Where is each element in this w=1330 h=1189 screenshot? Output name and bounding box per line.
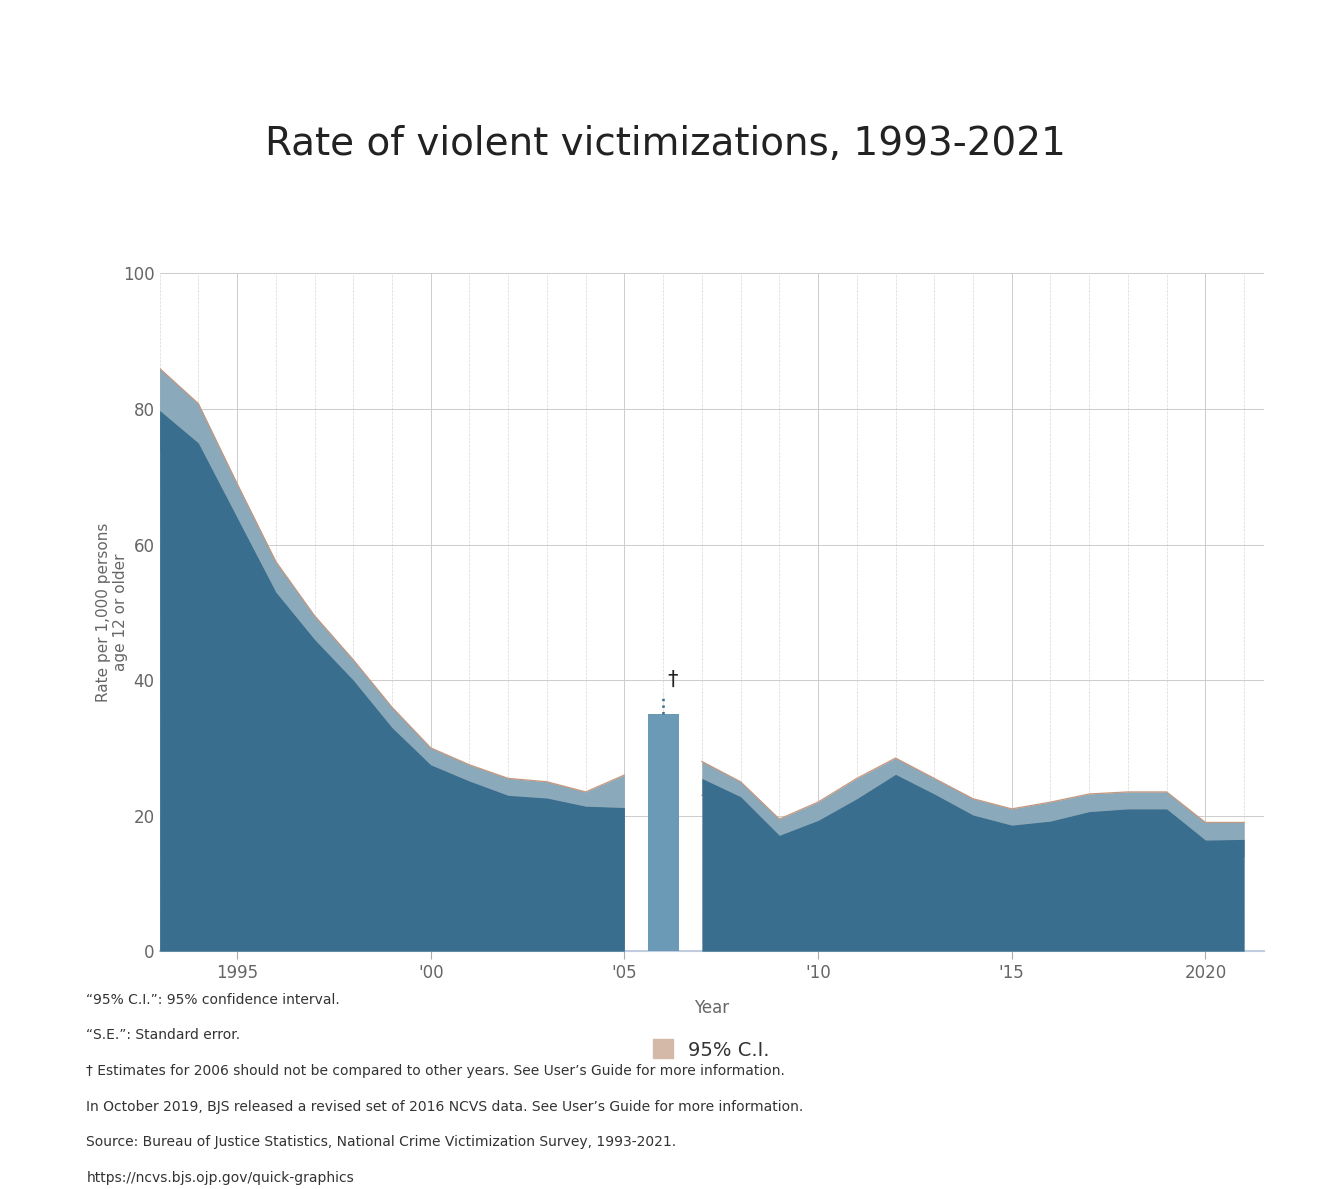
X-axis label: Year: Year bbox=[694, 999, 729, 1017]
Text: “95% C.I.”: 95% confidence interval.: “95% C.I.”: 95% confidence interval. bbox=[86, 993, 340, 1007]
Y-axis label: Rate per 1,000 persons
age 12 or older: Rate per 1,000 persons age 12 or older bbox=[96, 523, 128, 702]
Text: † Estimates for 2006 should not be compared to other years. See User’s Guide for: † Estimates for 2006 should not be compa… bbox=[86, 1064, 785, 1078]
Text: †: † bbox=[668, 671, 677, 690]
Legend: 95% C.I.: 95% C.I. bbox=[653, 1040, 770, 1061]
Text: https://ncvs.bjs.ojp.gov/quick-graphics: https://ncvs.bjs.ojp.gov/quick-graphics bbox=[86, 1171, 354, 1185]
Text: Source: Bureau of Justice Statistics, National Crime Victimization Survey, 1993-: Source: Bureau of Justice Statistics, Na… bbox=[86, 1135, 677, 1150]
Text: Rate of violent victimizations, 1993-2021: Rate of violent victimizations, 1993-202… bbox=[265, 125, 1065, 163]
Text: In October 2019, BJS released a revised set of 2016 NCVS data. See User’s Guide : In October 2019, BJS released a revised … bbox=[86, 1100, 803, 1114]
Text: “S.E.”: Standard error.: “S.E.”: Standard error. bbox=[86, 1028, 241, 1043]
